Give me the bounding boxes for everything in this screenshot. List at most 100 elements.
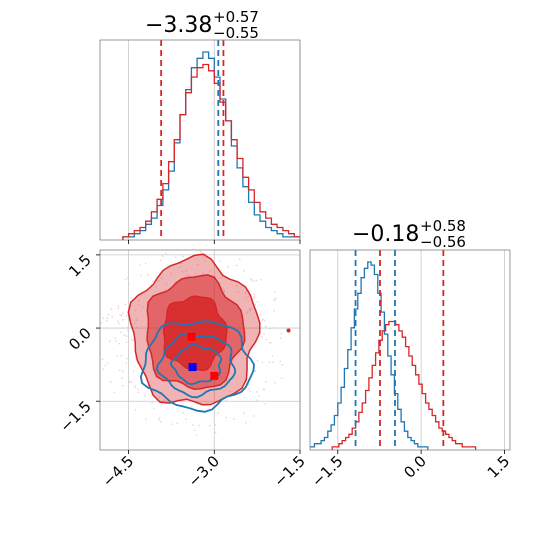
scatter-point: [243, 412, 246, 414]
scatter-point: [137, 300, 140, 302]
scatter-point: [185, 270, 187, 272]
joint-frame: [99, 249, 301, 451]
scatter-point: [214, 424, 217, 426]
scatter-point: [229, 390, 231, 393]
scatter-point: [102, 317, 105, 320]
scatter-point: [120, 354, 122, 357]
scatter-point: [162, 255, 164, 257]
x-tick-label-param0: −1.5: [270, 452, 308, 490]
scatter-point: [159, 420, 162, 423]
scatter-point: [181, 270, 184, 273]
scatter-point: [203, 260, 206, 263]
scatter-point: [115, 340, 117, 342]
scatter-point: [144, 262, 147, 265]
scatter-point: [114, 337, 116, 339]
scatter-point: [244, 296, 246, 299]
title-param1-main: −0.18: [352, 222, 419, 247]
scatter-point: [256, 360, 259, 362]
scatter-point: [250, 307, 253, 310]
scatter-point: [159, 393, 162, 396]
scatter-point: [209, 424, 211, 427]
x-tick-label-param1: 0.0: [400, 452, 430, 482]
scatter-point: [116, 355, 119, 357]
scatter-point: [274, 381, 276, 384]
joint-plot-area: [100, 250, 291, 437]
scatter-point: [202, 256, 205, 258]
scatter-point: [159, 259, 162, 262]
scatter-point: [219, 260, 221, 262]
marginal-param1-frame: [309, 249, 511, 451]
scatter-point: [261, 336, 263, 338]
scatter-point: [111, 316, 114, 318]
marginal-param0-plot-area: [122, 40, 300, 240]
scatter-point: [118, 369, 121, 372]
scatter-point: [125, 362, 128, 365]
scatter-point: [246, 311, 249, 313]
scatter-point: [122, 384, 125, 387]
scatter-point: [145, 418, 147, 421]
scatter-point: [185, 418, 187, 421]
scatter-point: [280, 377, 283, 379]
scatter-point: [256, 300, 259, 303]
scatter-point: [122, 312, 124, 315]
scatter-point: [238, 258, 241, 261]
scatter-point: [126, 277, 129, 280]
scatter-point: [126, 326, 129, 329]
scatter-point: [123, 334, 126, 336]
scatter-point: [265, 338, 268, 341]
scatter-point: [139, 274, 142, 277]
scatter-point: [237, 291, 240, 293]
scatter-point: [243, 270, 245, 272]
contour-1-level-2: [170, 343, 223, 386]
scatter-point: [117, 320, 119, 322]
scatter-point: [134, 386, 137, 388]
contour-1-level-1: [155, 332, 237, 399]
scatter-point: [125, 341, 128, 343]
scatter-point: [258, 394, 260, 397]
scatter-point: [152, 407, 155, 410]
title-param1-sub: −0.56: [420, 233, 466, 251]
scatter-point: [268, 361, 271, 364]
y-tick-label-param1: 1.5: [65, 251, 95, 281]
scatter-point: [256, 391, 258, 393]
scatter-point: [280, 332, 283, 335]
scatter-point: [117, 307, 120, 310]
title-param0-sup: +0.57: [213, 8, 259, 26]
scatter-point: [132, 339, 135, 342]
scatter-point: [197, 263, 199, 266]
scatter-point: [187, 274, 190, 276]
scatter-point: [137, 391, 140, 394]
scatter-point: [180, 262, 182, 265]
scatter-point: [182, 255, 185, 258]
scatter-point: [243, 396, 245, 399]
scatter-point: [101, 358, 104, 360]
scatter-point: [141, 305, 144, 308]
scatter-point: [137, 303, 140, 306]
scatter-point: [247, 295, 250, 298]
scatter-point: [263, 333, 265, 335]
scatter-point: [110, 308, 113, 310]
scatter-point: [245, 290, 248, 292]
scatter-point: [217, 412, 220, 414]
scatter-point: [271, 355, 274, 358]
scatter-point: [252, 297, 255, 300]
scatter-point: [131, 338, 133, 341]
x-tick-label-param1: 1.5: [484, 452, 514, 482]
scatter-point: [110, 381, 112, 383]
marker-square-0: [188, 363, 197, 372]
marginal-param1-plot-area: [310, 250, 477, 450]
scatter-point: [269, 327, 271, 330]
scatter-point: [254, 303, 256, 306]
scatter-point: [124, 303, 127, 305]
scatter-point: [264, 402, 266, 405]
x-tick-label-param1: −1.5: [308, 452, 346, 490]
scatter-point: [253, 280, 255, 283]
scatter-point: [260, 278, 262, 281]
scatter-point: [261, 361, 264, 364]
marginal-param1-histogram-0: [310, 261, 429, 450]
scatter-point: [139, 264, 142, 266]
scatter-point: [126, 357, 128, 360]
scatter-point: [171, 423, 173, 425]
scatter-point: [273, 299, 276, 301]
scatter-point: [198, 424, 200, 427]
